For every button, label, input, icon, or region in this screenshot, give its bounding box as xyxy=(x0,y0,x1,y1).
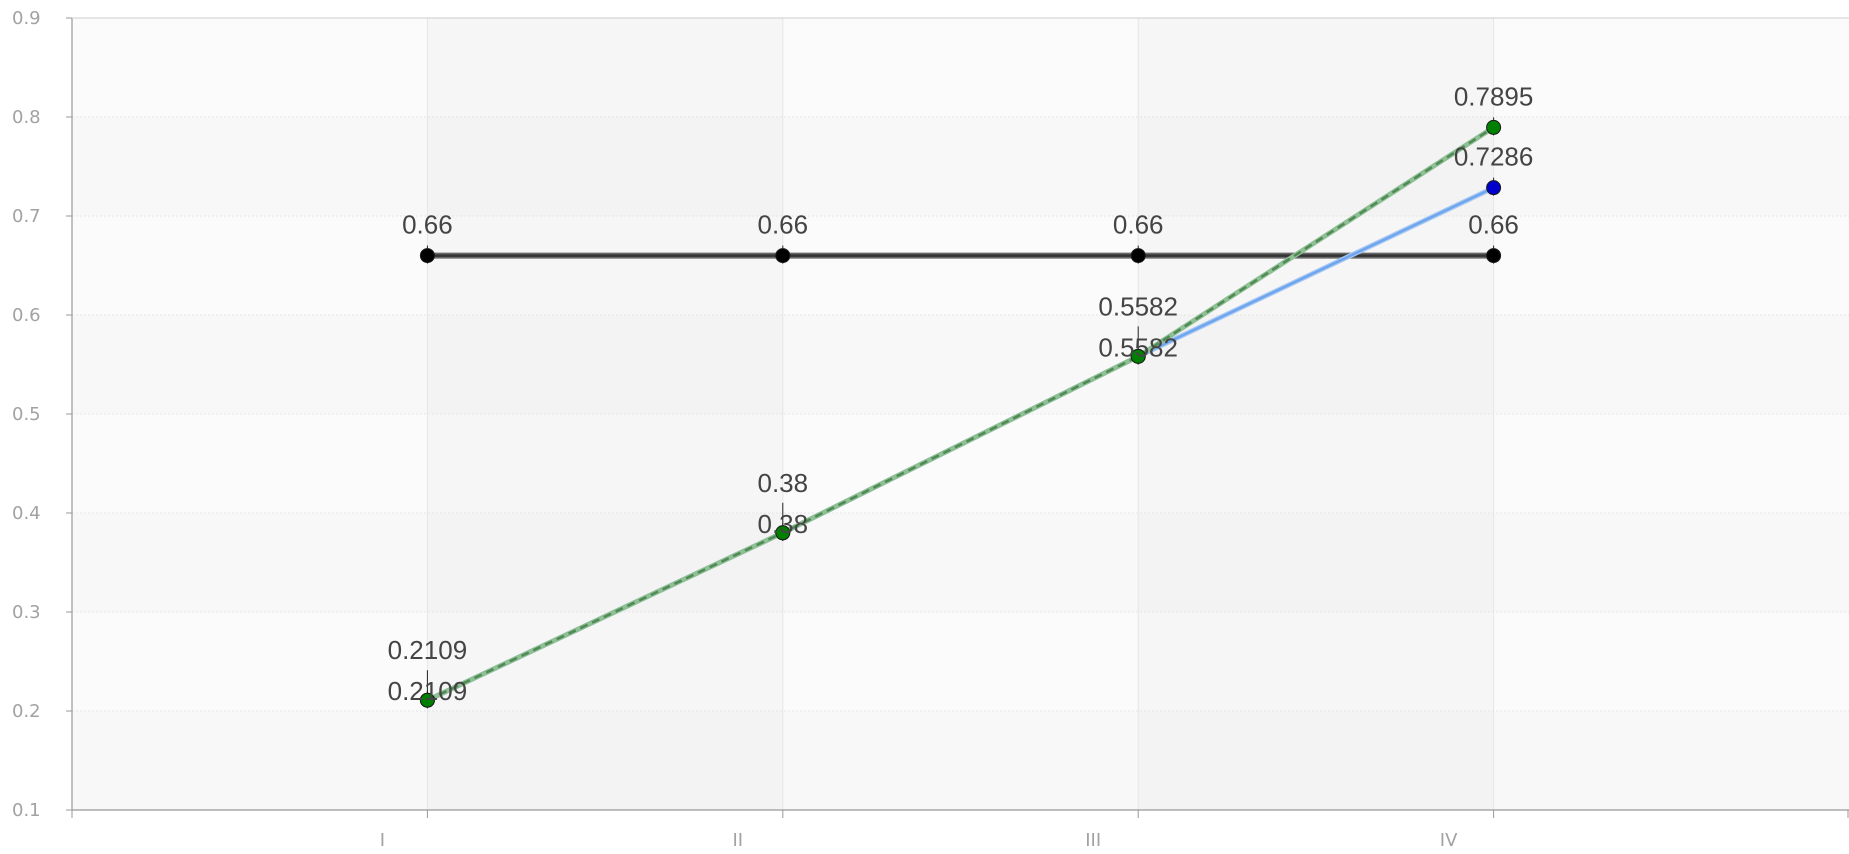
data-point xyxy=(419,692,435,708)
data-label: 0.7286 xyxy=(1454,142,1534,172)
y-tick-label: 0.5 xyxy=(12,404,41,425)
data-label: 0.2109 xyxy=(388,635,468,665)
y-tick-label: 0.3 xyxy=(12,602,41,623)
background-band xyxy=(72,612,1849,711)
data-label: 0.7895 xyxy=(1454,81,1534,111)
background-band xyxy=(72,216,1849,315)
data-label: 0.5582 xyxy=(1098,291,1178,321)
data-label: 0.38 xyxy=(757,468,808,498)
y-tick-label: 0.2 xyxy=(12,701,41,722)
background-band xyxy=(72,711,1849,810)
x-tick-label: II xyxy=(732,830,743,851)
x-tick-label: III xyxy=(1085,830,1101,851)
background-band xyxy=(72,117,1849,216)
data-point xyxy=(775,248,791,264)
x-tick-label: IV xyxy=(1440,830,1458,851)
data-label: 0.38 xyxy=(757,509,808,539)
background-band xyxy=(72,414,1849,513)
data-label: 0.66 xyxy=(1468,210,1519,240)
data-label: 0.66 xyxy=(402,210,453,240)
background-band xyxy=(72,315,1849,414)
data-point xyxy=(775,525,791,541)
y-tick-label: 0.1 xyxy=(12,800,41,821)
plot-background-bands xyxy=(72,18,1849,810)
data-label: 0.66 xyxy=(757,210,808,240)
data-point xyxy=(1130,348,1146,364)
data-point xyxy=(419,248,435,264)
data-label: 0.66 xyxy=(1113,210,1164,240)
y-tick-label: 0.4 xyxy=(12,503,41,524)
y-tick-label: 0.9 xyxy=(12,8,41,29)
y-axis-ticks: 0.1 0.2 0.3 0.4 0.5 0.6 0.7 0.8 0.9 xyxy=(12,8,72,821)
data-point xyxy=(1130,248,1146,264)
data-label: 0.5582 xyxy=(1098,332,1178,362)
series-lines xyxy=(419,117,1502,709)
series-line xyxy=(426,126,1495,702)
y-tick-label: 0.8 xyxy=(12,107,41,128)
background-band xyxy=(72,513,1849,612)
data-point xyxy=(1486,248,1502,264)
y-tick-label: 0.6 xyxy=(12,305,41,326)
x-axis-ticks: I II III IV xyxy=(71,810,1849,851)
data-point xyxy=(1486,119,1502,135)
data-point xyxy=(1486,180,1502,196)
data-labels: 0.66 0.66 0.66 0.66 0.2109 0.38 0.5582 0.7286 0.… xyxy=(388,81,1534,706)
data-label: 0.2109 xyxy=(388,676,468,706)
background-band xyxy=(72,18,1849,117)
x-tick-label: I xyxy=(380,830,385,851)
y-tick-label: 0.7 xyxy=(12,206,41,227)
